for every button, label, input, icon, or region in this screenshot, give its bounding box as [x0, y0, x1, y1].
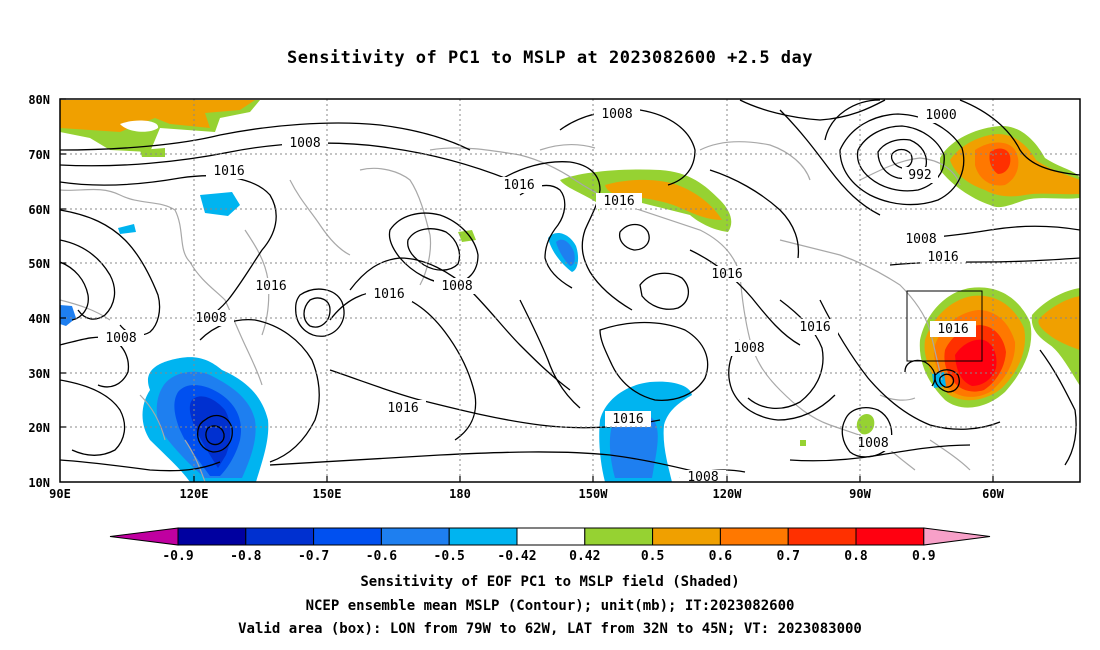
lat-label: 30N: [28, 367, 50, 381]
shade-green: [140, 148, 165, 157]
shade-white: [120, 120, 159, 132]
colorbar-right-arrow: [923, 527, 991, 546]
caption-valid-area: Valid area (box): LON from 79W to 62W, L…: [238, 621, 862, 637]
lon-label: 90E: [49, 487, 71, 501]
latitude-labels: 80N 70N 60N 50N 40N 30N 20N 10N: [28, 93, 50, 490]
shade-green: [856, 414, 875, 435]
contour-label: 1000: [925, 108, 956, 123]
colorbar-label: 0.5: [641, 549, 664, 564]
colorbar-swatch: [313, 527, 382, 546]
colorbar-swatch: [855, 527, 925, 546]
colorbar-label: 0.7: [776, 549, 799, 564]
colorbar-label: -0.6: [366, 549, 397, 564]
contour-label: 992: [908, 168, 931, 183]
contour-label: 1016: [503, 178, 534, 193]
lon-label: 90W: [849, 487, 871, 501]
shade-blue: [60, 305, 76, 326]
colorbar-swatch: [448, 527, 518, 546]
shade-orange: [1038, 296, 1080, 350]
lat-label: 80N: [28, 93, 50, 107]
shade-blue: [118, 224, 136, 234]
lon-label: 150W: [579, 487, 609, 501]
caption-contour: NCEP ensemble mean MSLP (Contour); unit(…: [305, 598, 795, 614]
map-frame: [59, 98, 1081, 483]
shade-green: [800, 440, 806, 446]
lon-label: 120E: [180, 487, 209, 501]
colorbar-label: -0.42: [497, 549, 536, 564]
colorbar-label: 0.9: [912, 549, 935, 564]
shade-red: [955, 339, 997, 386]
contour-label: 1016: [927, 250, 958, 265]
contour-labels: 1008 1016 1008 1016 1016 1000 992 1008 1…: [98, 106, 976, 485]
caption-shaded: Sensitivity of EOF PC1 to MSLP field (Sh…: [360, 574, 740, 590]
colorbar-label: -0.9: [162, 549, 193, 564]
colorbar: -0.9 -0.8 -0.7 -0.6 -0.5 -0.42 0.42 0.5 0.6 0.7 0.…: [109, 527, 991, 564]
shade-blue: [556, 239, 575, 266]
contour-label: 1008: [601, 107, 632, 122]
contour-label: 1016: [612, 412, 643, 427]
colorbar-swatch: [787, 527, 857, 546]
shade-blue: [200, 192, 240, 216]
contour-label: 1016: [799, 320, 830, 335]
lat-label: 20N: [28, 421, 50, 435]
contour-label: 1008: [905, 232, 936, 247]
colorbar-left-arrow: [109, 527, 179, 546]
shade-orange: [60, 100, 255, 132]
contour-label: 1008: [857, 436, 888, 451]
lon-label: 120W: [713, 487, 743, 501]
valid-area-box: [906, 290, 983, 362]
colorbar-label: 0.42: [569, 549, 600, 564]
lat-label: 40N: [28, 312, 50, 326]
mslp-contours: [60, 99, 1080, 479]
lat-label: 10N: [28, 476, 50, 490]
shade-orange: [605, 179, 722, 220]
lat-label: 60N: [28, 203, 50, 217]
lat-label: 70N: [28, 148, 50, 162]
contour-label: 1016: [937, 322, 968, 337]
colorbar-swatch: [584, 527, 654, 546]
contour-label: 1016: [213, 164, 244, 179]
contour-label: 1016: [603, 194, 634, 209]
map-title: Sensitivity of PC1 to MSLP at 2023082600…: [286, 48, 813, 68]
colorbar-label: 0.6: [709, 549, 733, 564]
colorbar-swatch: [516, 527, 586, 546]
contour-label: 1008: [105, 331, 136, 346]
shade-blue: [609, 413, 658, 478]
lat-label: 50N: [28, 257, 50, 271]
contour-label: 1016: [387, 401, 418, 416]
shade-orange: [989, 148, 1011, 174]
colorbar-label: -0.7: [298, 549, 329, 564]
colorbar-swatch: [177, 527, 247, 546]
contour-label: 1008: [733, 341, 764, 356]
lon-label: 180: [449, 487, 471, 501]
contour-label: 1016: [255, 279, 286, 294]
lon-label: 60W: [982, 487, 1004, 501]
contour-label: 1008: [441, 279, 472, 294]
colorbar-label: -0.5: [434, 549, 465, 564]
gridlines: [60, 99, 1080, 482]
contour-label: 1016: [373, 287, 404, 302]
longitude-labels: 90E 120E 150E 180 150W 120W 90W 60W: [49, 487, 1004, 501]
contour-label: 1008: [289, 136, 320, 151]
colorbar-swatch: [652, 527, 721, 546]
lon-label: 150E: [313, 487, 342, 501]
shade-green: [458, 230, 476, 242]
colorbar-swatch: [245, 527, 315, 546]
colorbar-label: 0.8: [844, 549, 868, 564]
colorbar-swatch: [719, 527, 789, 546]
colorbar-swatch: [380, 527, 450, 546]
axis-ticks: [60, 98, 994, 482]
shade-green: [560, 169, 732, 232]
colorbar-label: -0.8: [230, 549, 261, 564]
